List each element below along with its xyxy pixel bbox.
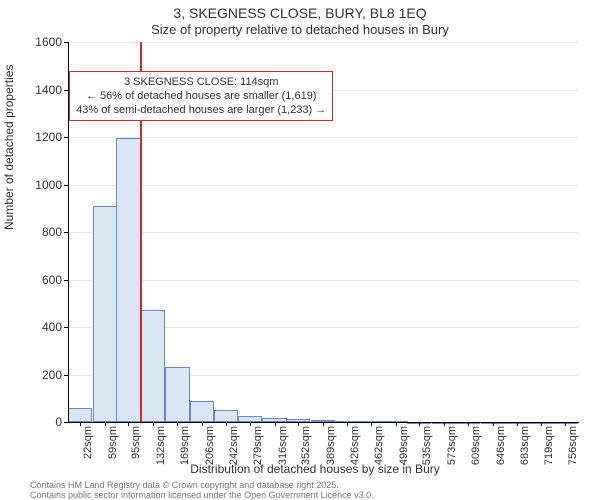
xtick-label: 462sqm bbox=[373, 426, 385, 466]
ytick-mark bbox=[64, 90, 68, 91]
xtick-label: 95sqm bbox=[130, 426, 142, 466]
ytick-label: 600 bbox=[42, 273, 62, 287]
xtick-mark bbox=[153, 422, 154, 426]
ytick-mark bbox=[64, 185, 68, 186]
xtick-mark bbox=[541, 422, 542, 426]
annotation-line2: ← 56% of detached houses are smaller (1,… bbox=[76, 89, 326, 103]
annotation-line1: 3 SKEGNESS CLOSE: 114sqm bbox=[76, 75, 326, 89]
ytick-mark bbox=[64, 375, 68, 376]
xtick-label: 719sqm bbox=[543, 426, 555, 466]
xtick-mark bbox=[226, 422, 227, 426]
xtick-label: 646sqm bbox=[495, 426, 507, 466]
ytick-mark bbox=[64, 280, 68, 281]
ytick-label: 1000 bbox=[35, 178, 62, 192]
ytick-label: 1600 bbox=[35, 35, 62, 49]
xtick-mark bbox=[105, 422, 106, 426]
annotation-box: 3 SKEGNESS CLOSE: 114sqm ← 56% of detach… bbox=[69, 71, 333, 122]
xtick-mark bbox=[371, 422, 372, 426]
xtick-mark bbox=[493, 422, 494, 426]
xtick-label: 132sqm bbox=[155, 426, 167, 466]
ytick-label: 200 bbox=[42, 368, 62, 382]
xtick-mark bbox=[396, 422, 397, 426]
chart-title-line1: 3, SKEGNESS CLOSE, BURY, BL8 1EQ bbox=[0, 5, 600, 21]
xtick-label: 609sqm bbox=[470, 426, 482, 466]
xtick-label: 389sqm bbox=[325, 426, 337, 466]
xtick-label: 756sqm bbox=[567, 426, 579, 466]
xtick-mark bbox=[202, 422, 203, 426]
ytick-mark bbox=[64, 327, 68, 328]
xtick-mark bbox=[250, 422, 251, 426]
annotation-line3: 43% of semi-detached houses are larger (… bbox=[76, 103, 326, 117]
xtick-label: 573sqm bbox=[446, 426, 458, 466]
ytick-label: 800 bbox=[42, 225, 62, 239]
ytick-mark bbox=[64, 137, 68, 138]
footer-text-1: Contains HM Land Registry data © Crown c… bbox=[30, 480, 339, 490]
ytick-mark bbox=[64, 42, 68, 43]
xtick-label: 535sqm bbox=[421, 426, 433, 466]
xtick-label: 683sqm bbox=[519, 426, 531, 466]
footer-text-2: Contains public sector information licen… bbox=[30, 490, 374, 500]
xtick-mark bbox=[275, 422, 276, 426]
xtick-label: 22sqm bbox=[82, 426, 94, 466]
chart-title-line2: Size of property relative to detached ho… bbox=[0, 22, 600, 37]
ytick-label: 1200 bbox=[35, 130, 62, 144]
ytick-mark bbox=[64, 232, 68, 233]
ytick-label: 1400 bbox=[35, 83, 62, 97]
y-axis-label: Number of detached properties bbox=[2, 65, 16, 230]
xtick-label: 426sqm bbox=[349, 426, 361, 466]
xtick-label: 352sqm bbox=[300, 426, 312, 466]
xtick-label: 59sqm bbox=[107, 426, 119, 466]
xtick-label: 279sqm bbox=[252, 426, 264, 466]
histogram-chart: 3, SKEGNESS CLOSE, BURY, BL8 1EQ Size of… bbox=[0, 0, 600, 500]
xtick-mark bbox=[323, 422, 324, 426]
xtick-label: 242sqm bbox=[228, 426, 240, 466]
xtick-label: 169sqm bbox=[179, 426, 191, 466]
xtick-label: 499sqm bbox=[398, 426, 410, 466]
xtick-label: 206sqm bbox=[204, 426, 216, 466]
ytick-label: 400 bbox=[42, 320, 62, 334]
ytick-label: 0 bbox=[55, 415, 62, 429]
ytick-mark bbox=[64, 422, 68, 423]
xtick-label: 316sqm bbox=[277, 426, 289, 466]
x-axis-label: Distribution of detached houses by size … bbox=[0, 462, 600, 476]
